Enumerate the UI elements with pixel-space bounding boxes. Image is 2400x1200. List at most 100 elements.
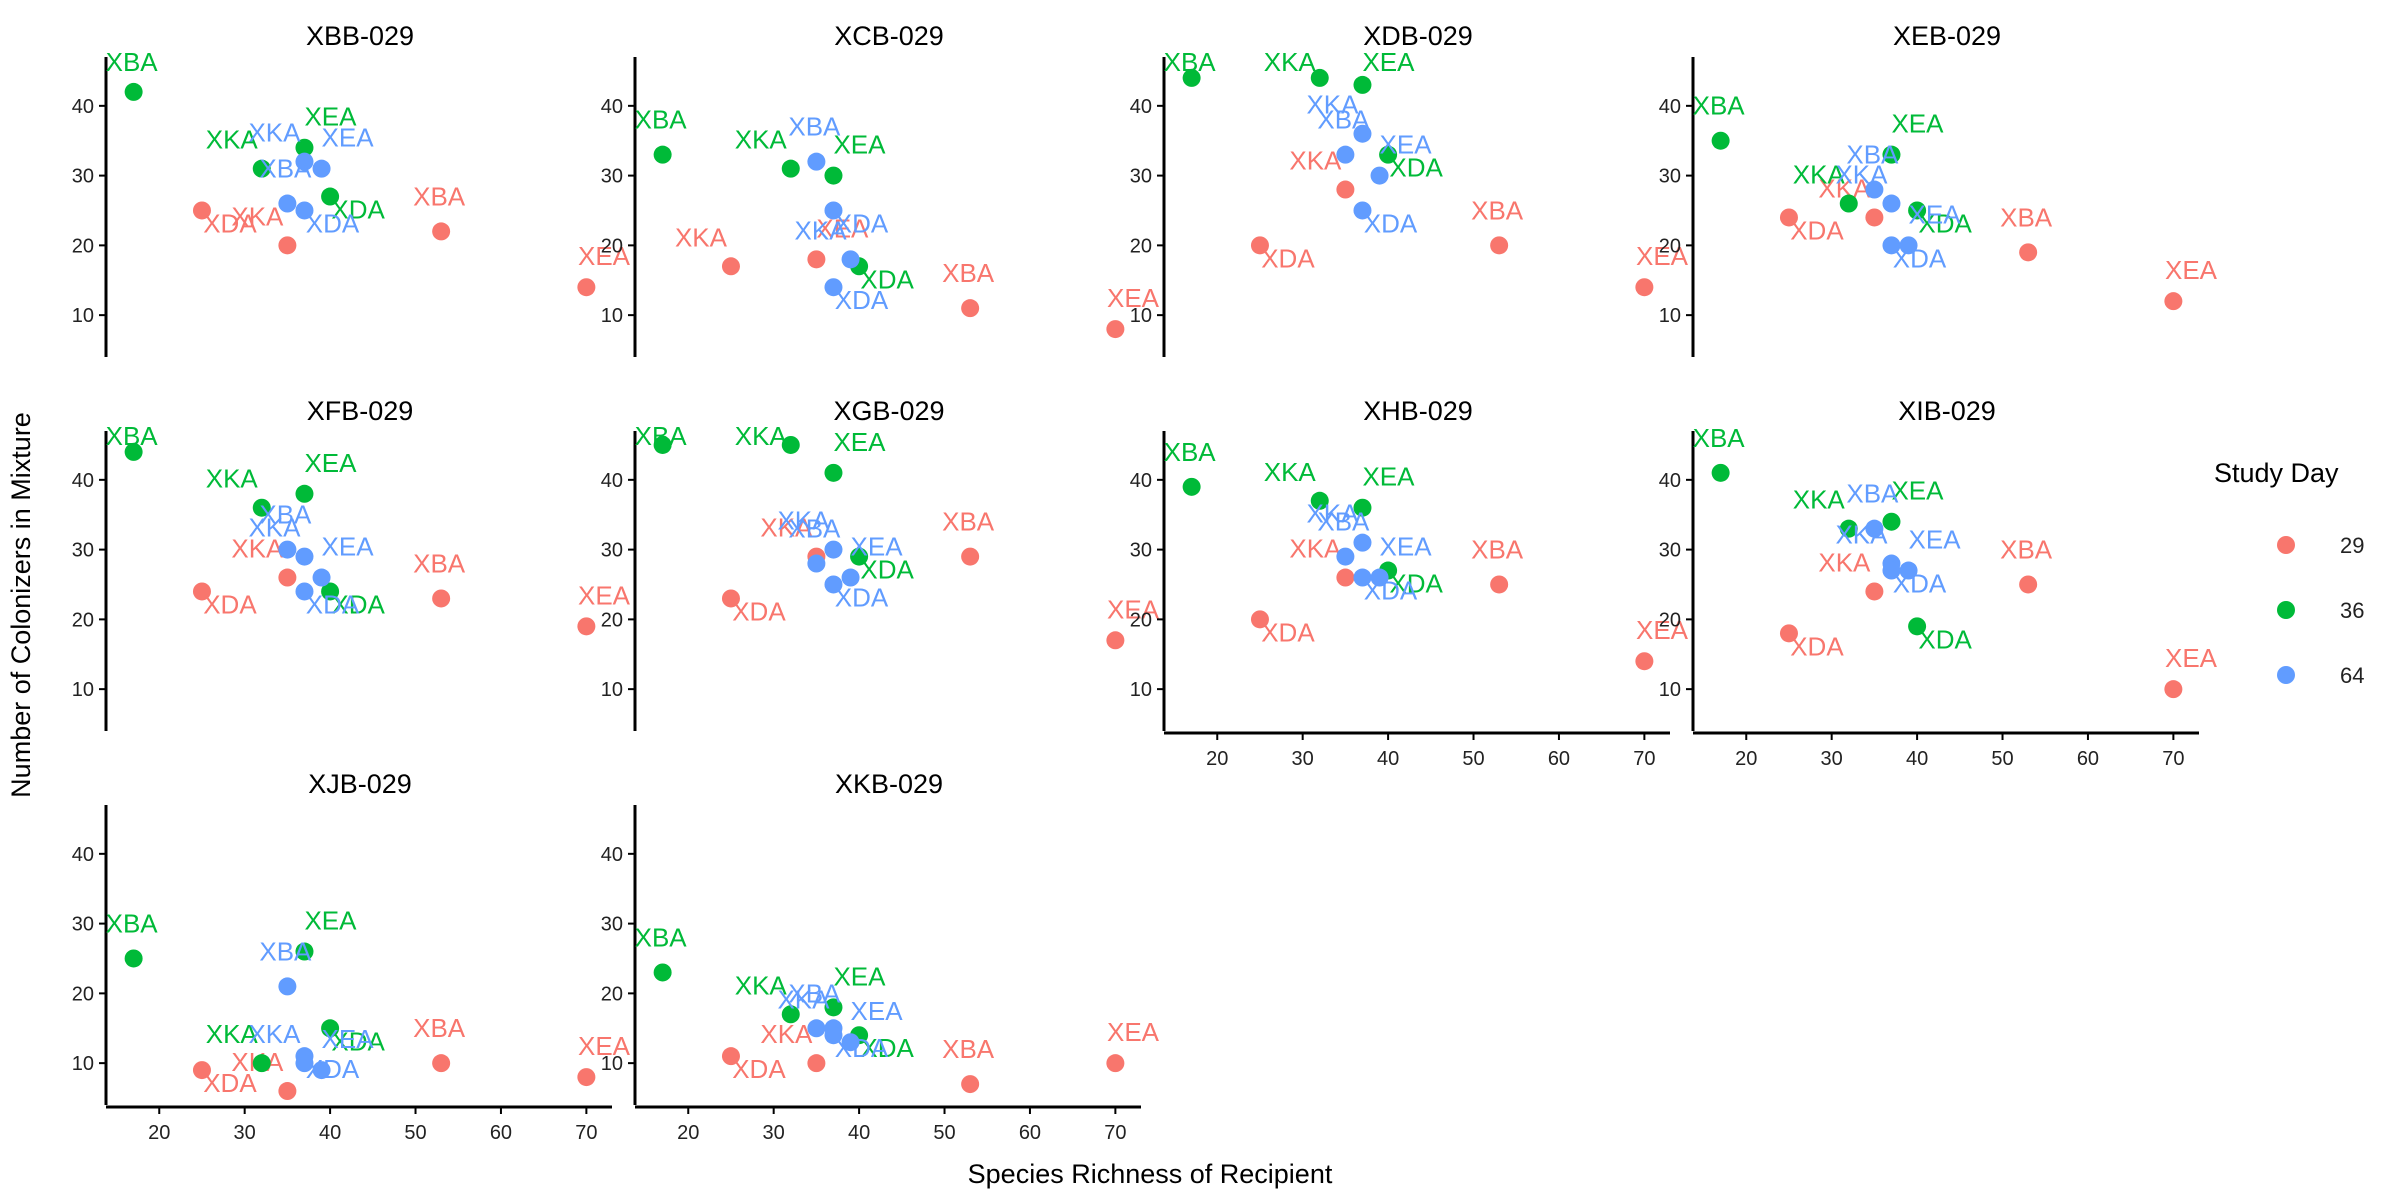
point-label: XBA — [788, 112, 841, 142]
y-tick-label: 30 — [72, 540, 94, 562]
point-label: XBA — [1471, 534, 1524, 564]
point-label: XEA — [851, 532, 904, 562]
point-day-64 — [824, 575, 843, 594]
point-day-64 — [1336, 547, 1355, 566]
point-day-29 — [961, 547, 980, 566]
point-day-29 — [721, 257, 740, 276]
x-tick-label: 60 — [1548, 748, 1570, 770]
point-day-64 — [1882, 236, 1901, 255]
point-day-64 — [1353, 124, 1372, 143]
y-tick-label: 20 — [1130, 235, 1152, 257]
point-day-29 — [721, 1047, 740, 1066]
point-label: XEA — [1380, 532, 1433, 562]
point-day-64 — [278, 194, 297, 213]
point-label: XDA — [1261, 243, 1315, 273]
point-day-29 — [2164, 680, 2183, 699]
x-tick-label: 20 — [1206, 748, 1228, 770]
point-label: XKA — [206, 464, 259, 494]
y-tick-label: 40 — [601, 96, 623, 118]
point-day-64 — [841, 568, 860, 587]
point-label: XBA — [2000, 534, 2053, 564]
legend-key-64 — [2277, 666, 2295, 684]
point-day-64 — [1370, 568, 1389, 587]
legend-label-36: 36 — [2340, 598, 2364, 623]
point-label: XEA — [1909, 525, 1962, 555]
point-label: XDA — [1389, 153, 1443, 183]
point-label: XKA — [735, 125, 788, 155]
point-day-29 — [961, 1075, 980, 1094]
y-tick-label: 20 — [72, 983, 94, 1005]
point-label: XKA — [795, 215, 848, 245]
legend-label-64: 64 — [2340, 663, 2364, 688]
point-label: XDA — [860, 1033, 914, 1063]
point-label: XKA — [777, 506, 830, 536]
point-label: XBA — [942, 258, 995, 288]
point-label: XKA — [1306, 90, 1359, 120]
point-day-64 — [295, 547, 314, 566]
point-label: XBA — [106, 47, 159, 77]
y-tick-label: 30 — [1130, 540, 1152, 562]
x-tick-label: 30 — [1821, 748, 1843, 770]
point-day-64 — [295, 582, 314, 601]
point-day-64 — [824, 201, 843, 220]
x-axis-title: Species Richness of Recipient — [968, 1159, 1333, 1189]
point-label: XKA — [206, 1019, 259, 1049]
panel-title: XBB-029 — [306, 21, 414, 51]
point-day-29 — [1779, 208, 1798, 227]
point-day-64 — [824, 278, 843, 297]
point-label: XDA — [1790, 215, 1844, 245]
point-label: XKA — [1306, 499, 1359, 529]
point-label: XKA — [1289, 146, 1342, 176]
point-day-64 — [1353, 201, 1372, 220]
point-day-64 — [295, 201, 314, 220]
y-tick-label: 40 — [1130, 96, 1152, 118]
x-tick-label: 50 — [1991, 748, 2013, 770]
point-label: XBA — [1693, 91, 1746, 121]
x-tick-label: 20 — [148, 1122, 170, 1144]
x-tick-label: 30 — [763, 1122, 785, 1144]
point-day-36 — [1882, 512, 1901, 531]
point-label: XBA — [635, 105, 688, 135]
point-label: XDA — [331, 589, 385, 619]
y-tick-label: 30 — [1130, 166, 1152, 188]
point-label: XEA — [1362, 462, 1415, 492]
point-label: XBA — [259, 154, 312, 184]
point-day-29 — [278, 568, 297, 587]
point-day-64 — [807, 1019, 826, 1038]
x-tick-label: 50 — [404, 1122, 426, 1144]
point-label: XKA — [248, 118, 301, 148]
point-day-29 — [577, 1068, 596, 1087]
point-day-36 — [653, 145, 672, 164]
point-day-29 — [2164, 292, 2183, 311]
y-tick-label: 10 — [601, 679, 623, 701]
y-tick-label: 10 — [601, 305, 623, 327]
y-tick-label: 10 — [601, 1053, 623, 1075]
point-day-64 — [1353, 533, 1372, 552]
point-day-29 — [1106, 1054, 1125, 1073]
point-label: XBA — [106, 908, 159, 938]
point-label: XDA — [331, 195, 385, 225]
point-label: XEA — [304, 102, 357, 132]
point-day-29 — [961, 299, 980, 318]
point-day-36 — [252, 159, 271, 178]
point-day-64 — [295, 1054, 314, 1073]
point-day-36 — [124, 442, 143, 461]
point-label: XEA — [322, 1024, 375, 1054]
y-tick-label: 10 — [1130, 679, 1152, 701]
y-tick-label: 10 — [72, 679, 94, 701]
point-label: XDA — [1790, 631, 1844, 661]
point-day-36 — [824, 463, 843, 482]
x-tick-label: 70 — [1633, 748, 1655, 770]
point-day-36 — [653, 963, 672, 982]
panel-xjb-029: XJB-02910203040203040506070XDAXKAXBAXEAX… — [72, 769, 631, 1144]
y-tick-label: 30 — [1659, 166, 1681, 188]
y-axis-title: Number of Colonizers in Mixture — [6, 412, 36, 798]
point-label: XKA — [1264, 47, 1317, 77]
point-label: XEA — [1107, 283, 1160, 313]
point-day-64 — [1899, 236, 1918, 255]
point-day-29 — [721, 589, 740, 608]
point-label: XEA — [1107, 1017, 1160, 1047]
